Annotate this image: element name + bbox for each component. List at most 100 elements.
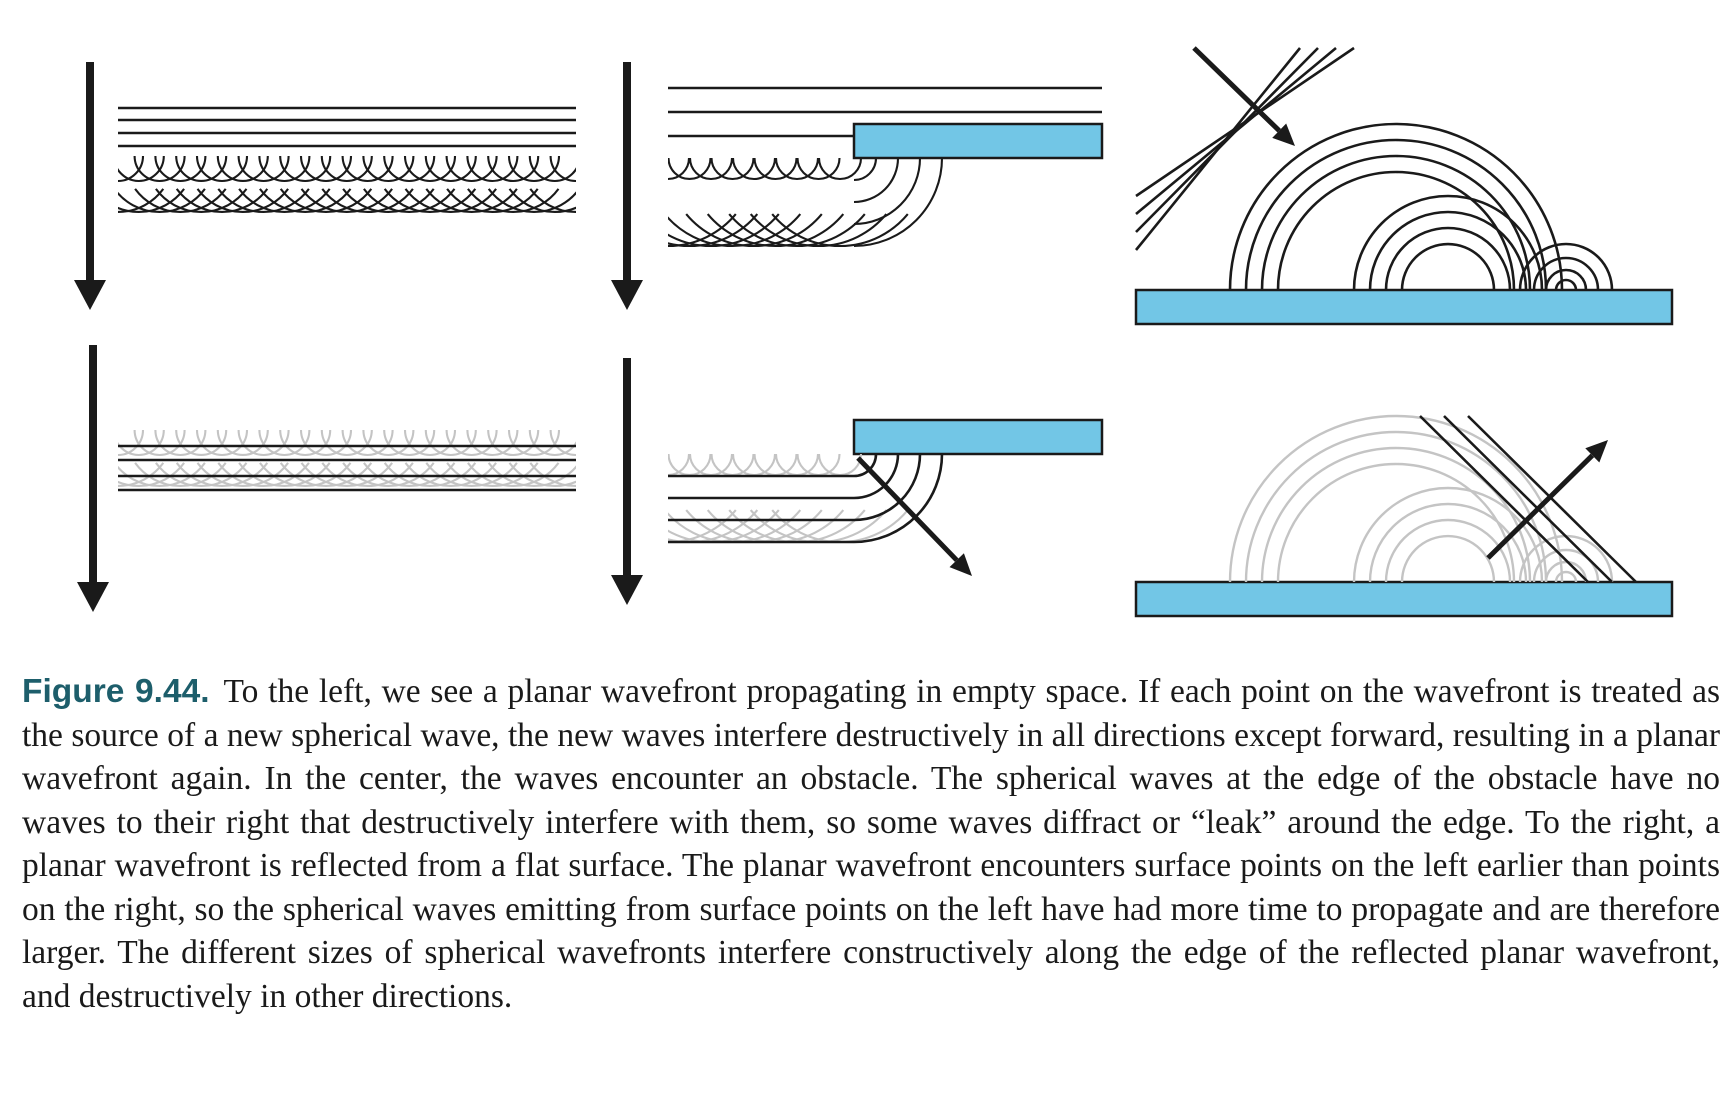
faded-wavelet-arc bbox=[446, 462, 539, 487]
propagation-arrow bbox=[74, 62, 106, 310]
propagation-arrow bbox=[77, 345, 109, 612]
faded-wavelet-arc bbox=[383, 462, 477, 487]
reflected-wavelet bbox=[1544, 268, 1588, 291]
arrow-head bbox=[77, 582, 109, 612]
wavelet-group bbox=[668, 158, 944, 248]
wavelet-arc bbox=[731, 158, 777, 181]
obstacle-block bbox=[852, 122, 1104, 160]
obstacle-block bbox=[852, 418, 1104, 456]
faded-wavelet-arc bbox=[118, 429, 145, 456]
wavelet-arc bbox=[175, 155, 228, 182]
faded-wavelet-arc bbox=[487, 429, 540, 456]
faded-wavelet-group bbox=[118, 429, 576, 487]
wavelet-arc bbox=[118, 188, 206, 213]
wavelet-arc bbox=[300, 188, 393, 213]
wavelet-arc bbox=[118, 188, 165, 213]
reflected-wavefront bbox=[1419, 415, 1589, 583]
wavelet-arc bbox=[710, 158, 755, 181]
reflected-wavelet bbox=[1368, 210, 1528, 291]
faded-wavelet-arc bbox=[668, 454, 691, 477]
wavelet-arc bbox=[279, 155, 332, 182]
faded-wavelet-arc bbox=[155, 462, 248, 487]
wavelet-arc bbox=[195, 155, 249, 182]
wavelet-arc bbox=[749, 213, 888, 248]
wavelet-arc bbox=[467, 188, 560, 213]
wavelet-group bbox=[118, 155, 576, 213]
diffracted-arc bbox=[853, 158, 878, 182]
wavelet-arc bbox=[771, 213, 909, 248]
wavelet-arc bbox=[688, 158, 734, 181]
wavelet-arc bbox=[238, 188, 331, 213]
wavelet-arc bbox=[466, 155, 519, 182]
wavelet-arc bbox=[237, 155, 290, 182]
wavelet-arc bbox=[259, 188, 352, 213]
arrow-head bbox=[1272, 123, 1295, 146]
faded-wavelet-arc bbox=[134, 462, 227, 487]
reflected-wavelet bbox=[1384, 226, 1512, 291]
faded-wavelet-arc bbox=[467, 462, 560, 487]
wavelet-arc bbox=[383, 155, 436, 182]
faded-wavelet-arc bbox=[507, 429, 561, 456]
wavelet-arc bbox=[118, 155, 145, 182]
faded-wavelet-arc bbox=[154, 429, 207, 456]
faded-wavelet-arc bbox=[341, 429, 394, 456]
faded-wavelet bbox=[1244, 430, 1548, 583]
wavelet-arc bbox=[445, 155, 498, 182]
faded-wavelet-arc bbox=[528, 429, 576, 456]
propagation-arrow bbox=[611, 358, 643, 605]
faded-wavelet-arc bbox=[259, 462, 352, 487]
faded-wavelet-arc bbox=[237, 429, 290, 456]
wavelet-arc bbox=[118, 188, 185, 213]
wavelet-arc bbox=[175, 188, 269, 213]
wavelet-arc bbox=[774, 158, 820, 181]
reflected-wavelet bbox=[1276, 170, 1516, 291]
arrow-shaft bbox=[1192, 46, 1281, 133]
faded-wavelet-arc bbox=[118, 462, 185, 487]
reflected-wavelet bbox=[1244, 138, 1548, 291]
wavelet-arc bbox=[320, 155, 373, 182]
arrow-head bbox=[1585, 440, 1608, 463]
panel-obstacle-before bbox=[611, 62, 1104, 310]
panel-reflection-after bbox=[1134, 414, 1674, 618]
wavelet-arc bbox=[753, 158, 798, 181]
faded-wavelet bbox=[1260, 446, 1532, 583]
faded-wavelet-arc bbox=[383, 429, 436, 456]
faded-wavelet-arc bbox=[425, 462, 518, 487]
reflected-wavelet bbox=[1532, 256, 1600, 291]
faded-wavelet bbox=[1276, 462, 1516, 583]
arrow-head bbox=[949, 553, 972, 576]
faded-wavelet bbox=[1400, 534, 1496, 583]
faded-wavelet-arc bbox=[133, 429, 186, 456]
wavelet-arc bbox=[728, 213, 866, 248]
wavelet-arc bbox=[446, 188, 539, 213]
faded-wavelet-arc bbox=[238, 462, 331, 487]
reflected-wavefront bbox=[1443, 415, 1613, 583]
faded-wavelet bbox=[1368, 502, 1528, 583]
faded-wavelet-arc bbox=[320, 429, 373, 456]
faded-wavelet-arc bbox=[217, 462, 310, 487]
wavelet-arc bbox=[341, 155, 394, 182]
faded-wavelet-arc bbox=[195, 429, 249, 456]
wavelet-arc bbox=[425, 188, 518, 213]
faded-wavelet-arc bbox=[300, 462, 393, 487]
wavelet-arc bbox=[155, 188, 248, 213]
propagation-arrow bbox=[611, 62, 643, 310]
incident-arrow bbox=[1192, 46, 1295, 146]
wavelet-arc bbox=[817, 158, 863, 181]
reflected-wavelet bbox=[1400, 242, 1496, 291]
arrow-head bbox=[74, 280, 106, 310]
wavelet-arc bbox=[668, 158, 691, 181]
wavelet-arc bbox=[362, 155, 415, 182]
wavelet-arc bbox=[216, 155, 269, 182]
wavelet-arc bbox=[508, 188, 576, 213]
diffracted-arc bbox=[853, 158, 922, 226]
faded-wavelet-arc bbox=[321, 462, 414, 487]
wavelet-arc bbox=[342, 188, 435, 213]
reflecting-surface bbox=[1134, 580, 1674, 618]
wavelet-arc bbox=[403, 155, 457, 182]
wavelet-arc bbox=[796, 158, 841, 181]
faded-wavelet-arc bbox=[118, 429, 165, 456]
reflected-wavelet bbox=[1554, 278, 1578, 291]
diffraction-arrow bbox=[856, 456, 972, 576]
wavelet-arc bbox=[529, 188, 576, 213]
